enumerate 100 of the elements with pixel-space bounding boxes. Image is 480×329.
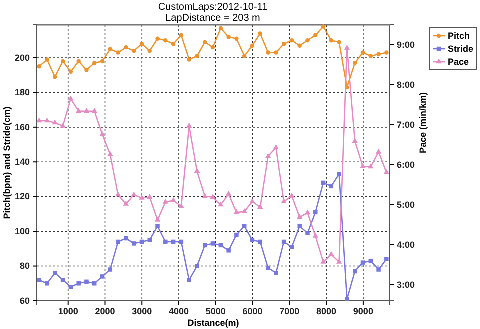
x-tick-label: 6000 [242, 306, 263, 316]
y-tick-label: 80 [20, 261, 30, 272]
point [124, 45, 128, 50]
point [76, 282, 81, 286]
point [321, 24, 326, 29]
y2-axis-title: Pace (min/km) [418, 92, 428, 154]
point [384, 257, 389, 262]
y2-tick-label: 5:00 [397, 200, 416, 210]
x-tick-label: 2000 [95, 306, 116, 316]
point [376, 52, 381, 57]
x-tick-label: 1000 [58, 306, 78, 316]
point [304, 210, 311, 215]
point [360, 260, 366, 265]
point [60, 278, 66, 282]
point [36, 118, 42, 123]
y2-tick-label: 3:00 [397, 280, 416, 290]
chart-title: CustomLaps:2012-10-11 [158, 2, 268, 13]
point [53, 271, 58, 276]
legend-label: Pace [448, 57, 470, 67]
point [154, 216, 161, 222]
point [352, 61, 358, 66]
point [226, 190, 232, 196]
x-tick-label: 8000 [316, 306, 337, 316]
point [242, 208, 248, 214]
y-tick-label: 140 [14, 157, 30, 168]
point [132, 48, 136, 54]
point [298, 44, 302, 48]
point [266, 266, 270, 270]
point [368, 54, 374, 58]
point [84, 68, 89, 72]
point [312, 232, 318, 238]
x-axis-title: Distance(m) [188, 318, 240, 328]
point [60, 59, 66, 64]
y-tick-label: 160 [14, 122, 30, 132]
point [210, 45, 216, 50]
point [360, 50, 366, 55]
point [179, 33, 184, 38]
point [45, 282, 50, 286]
point [148, 238, 152, 242]
point [131, 192, 137, 197]
point [195, 54, 200, 58]
point [234, 36, 239, 41]
point [298, 224, 302, 228]
point [194, 168, 200, 174]
x-tick-label: 7000 [280, 306, 300, 316]
point [92, 282, 97, 286]
point [234, 209, 240, 214]
point [92, 61, 97, 66]
y2-tick-label: 8:00 [397, 80, 416, 90]
point [258, 204, 264, 210]
point [53, 74, 58, 80]
point [314, 33, 318, 38]
point [123, 200, 130, 206]
point [45, 58, 50, 62]
point [250, 198, 256, 204]
point [218, 26, 224, 31]
point [44, 118, 50, 123]
point [274, 50, 278, 55]
point [195, 264, 200, 268]
point [162, 198, 168, 204]
point [282, 42, 286, 46]
point [297, 214, 303, 220]
point [226, 248, 231, 253]
y2-tick-label: 9:00 [397, 40, 416, 50]
point [203, 40, 208, 44]
point [116, 50, 120, 55]
point [132, 242, 136, 246]
point [320, 258, 326, 264]
point [116, 240, 120, 244]
y2-tick-label: 7:00 [397, 120, 416, 130]
point [186, 122, 192, 128]
y2-tick-label: 6:00 [397, 160, 416, 170]
point [115, 192, 122, 197]
point [68, 70, 74, 74]
point [281, 198, 287, 204]
point [210, 194, 216, 200]
y-tick-label: 200 [14, 52, 30, 63]
point [344, 44, 350, 50]
y-tick-label: 100 [14, 226, 30, 236]
point [242, 224, 247, 228]
point [250, 44, 255, 48]
point [352, 138, 358, 144]
point [289, 192, 295, 198]
point [329, 38, 334, 43]
point [108, 268, 113, 272]
point [337, 40, 342, 44]
y-tick-label: 120 [14, 192, 30, 202]
point [124, 236, 128, 241]
point [84, 108, 90, 114]
point [258, 32, 262, 36]
y-tick-label: 180 [14, 88, 30, 98]
x-tick-label: 5000 [206, 306, 226, 316]
point [360, 163, 366, 168]
x-tick-label: 9000 [353, 306, 374, 316]
point [60, 122, 66, 128]
point [376, 268, 381, 272]
point [250, 238, 255, 242]
point [345, 297, 350, 302]
point [218, 202, 224, 207]
point [147, 194, 153, 200]
